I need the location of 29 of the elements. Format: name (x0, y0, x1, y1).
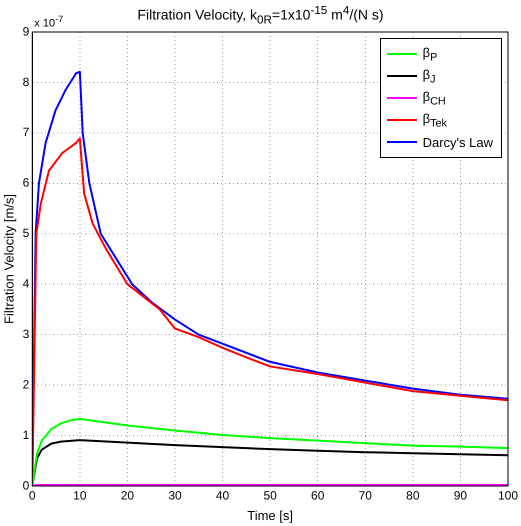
y-tick-label: 9 (22, 24, 30, 38)
y-tick-label: 8 (22, 74, 30, 89)
x-tick-label: 10 (73, 488, 87, 503)
x-tick-label: 70 (358, 488, 372, 503)
x-tick-label: 20 (120, 488, 134, 503)
legend-label: β$_{Tek}$ (422, 110, 447, 130)
y-tick-label: 4 (22, 276, 30, 291)
x-axis-title: Time [s] (247, 508, 294, 523)
x-tick-label: 30 (168, 488, 182, 503)
legend-label: β$_{CH}$ (422, 88, 446, 108)
y-tick-label: 1 (22, 428, 30, 442)
chart-title: Filtration Velocity, k$_{0R}$=1x10$^{-15}$ m$^{4}$/(N s) (137, 4, 384, 26)
legend-label: Darcy's Law (422, 134, 493, 150)
legend-label: β$_{J}$ (422, 66, 436, 86)
y-tick-label: 7 (22, 125, 30, 140)
x-tick-label: 40 (216, 488, 230, 503)
x-tick-label: 90 (454, 488, 468, 503)
y-tick-label: 3 (22, 326, 30, 341)
text: x 10$^{-7}$ (34, 14, 64, 30)
x-tick-label: 50 (263, 488, 278, 503)
x-tick-label: 80 (406, 488, 420, 503)
y-tick-label: 0 (22, 478, 30, 492)
x-tick-label: 100 (498, 488, 518, 503)
legend-label: β$_{P}$ (422, 44, 438, 64)
x-tick-label: 60 (311, 488, 325, 503)
y-axis-title: Filtration Velocity [m/s] (1, 194, 16, 324)
y-tick-label: 2 (22, 377, 30, 392)
y-tick-label: 5 (22, 226, 30, 240)
y-tick-label: 6 (22, 176, 30, 190)
